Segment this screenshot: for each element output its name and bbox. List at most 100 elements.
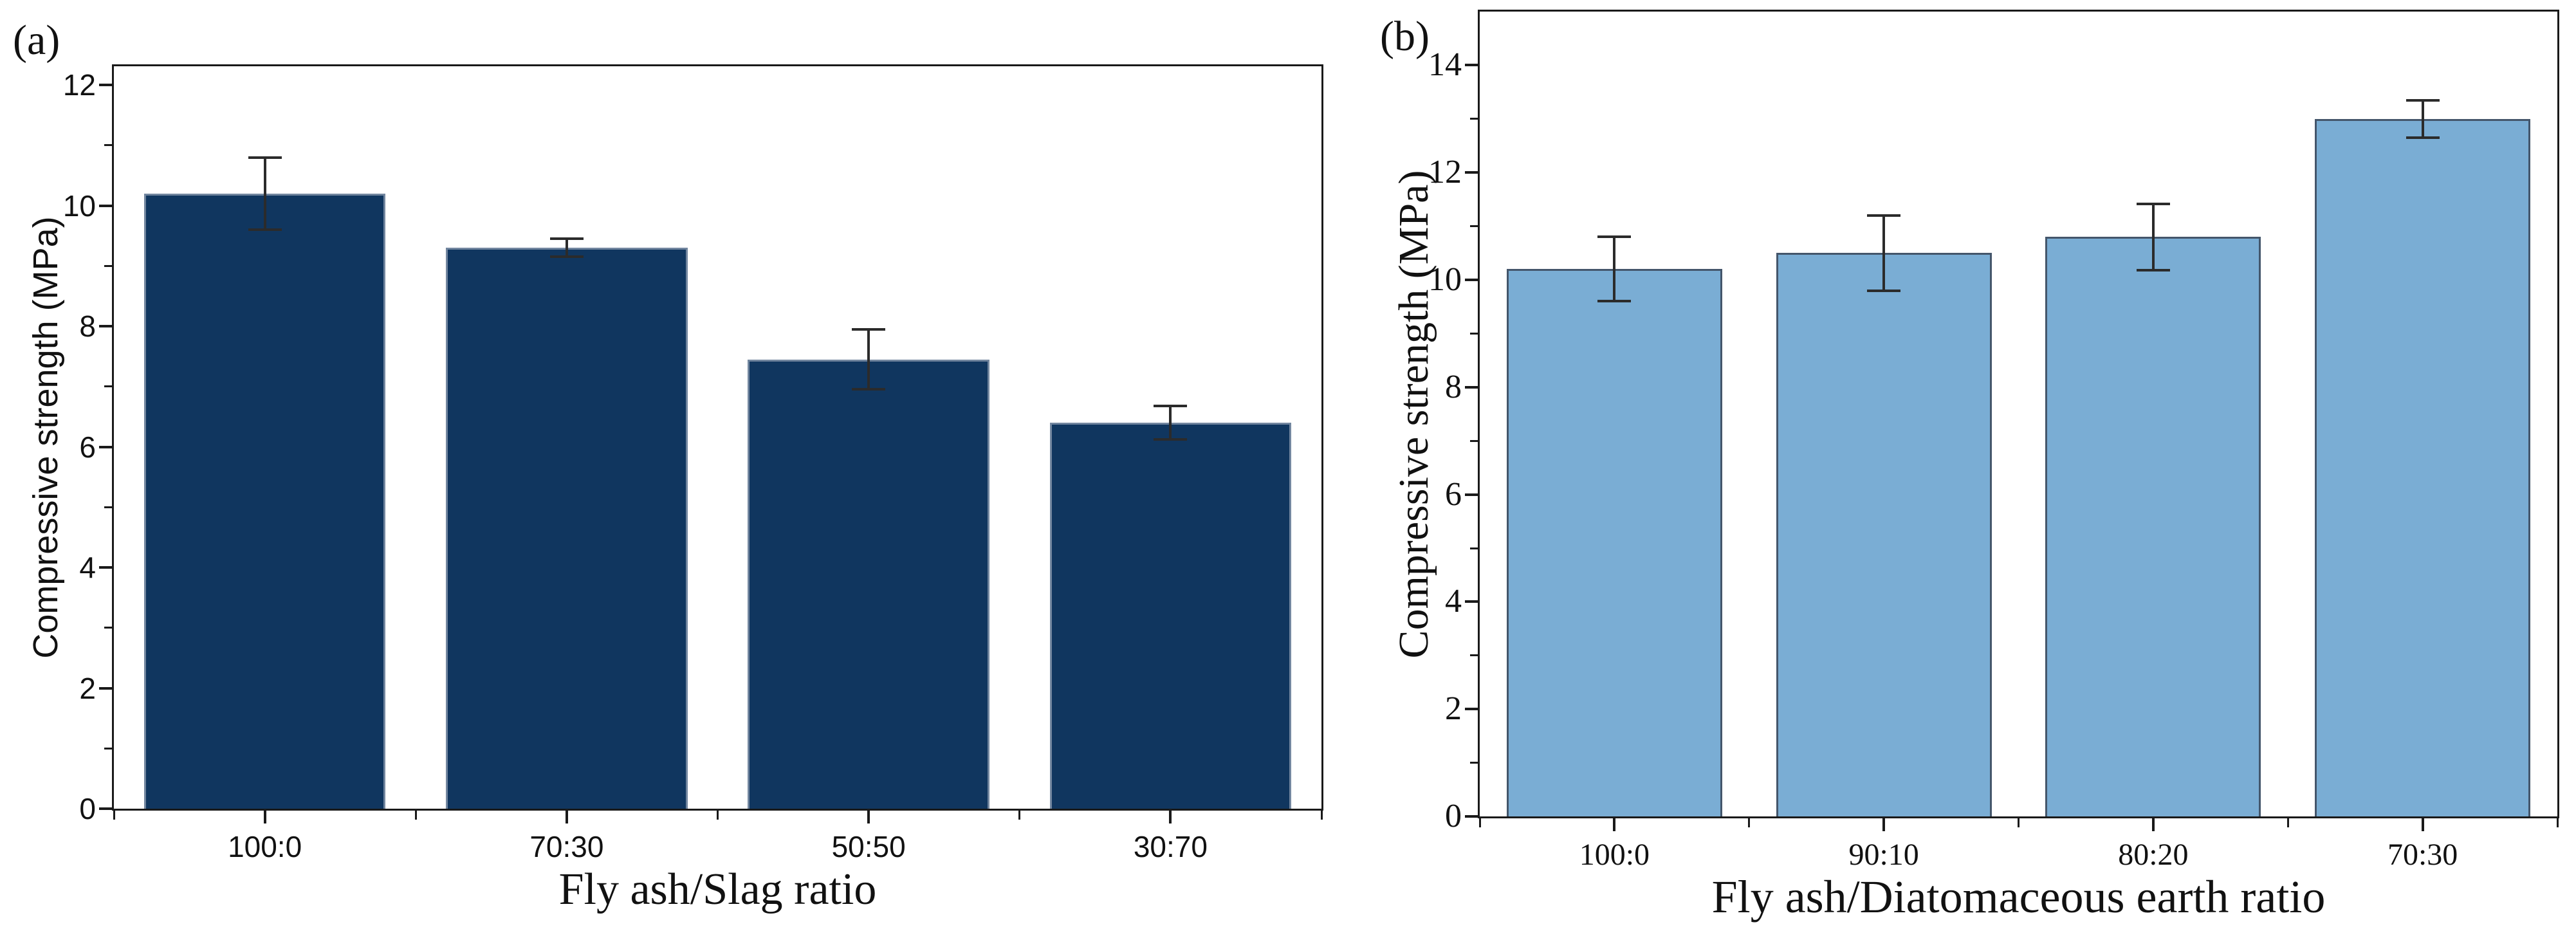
- y-major-tick: [99, 84, 112, 87]
- x-minor-tick: [113, 811, 115, 820]
- error-bar-cap: [248, 156, 282, 159]
- y-tick-label: 6: [1445, 475, 1462, 513]
- y-tick-label: 14: [1428, 46, 1462, 84]
- panel-a-plot-area: Compressive strength (MPa) Fly ash/Slag …: [26, 64, 1323, 914]
- error-bar: [1882, 215, 1886, 291]
- y-minor-tick: [104, 385, 112, 388]
- x-tick-label: 90:10: [1848, 838, 1919, 872]
- bar-70:30: [446, 248, 688, 809]
- error-bar-cap: [248, 228, 282, 232]
- error-bar-cap: [852, 327, 886, 331]
- y-tick-label: 10: [1428, 261, 1462, 298]
- x-major-tick: [263, 811, 266, 823]
- x-minor-tick: [414, 811, 417, 820]
- y-minor-tick: [1470, 439, 1478, 442]
- error-bar: [2151, 203, 2155, 270]
- x-major-tick: [565, 811, 568, 823]
- x-tick-label: 100:0: [228, 830, 302, 863]
- bar-100:0: [1506, 269, 1722, 816]
- y-tick-label: 12: [62, 68, 96, 102]
- y-tick-label: 8: [1445, 368, 1462, 405]
- error-bar-cap: [852, 388, 886, 391]
- y-tick-label: 4: [1445, 583, 1462, 620]
- x-major-tick: [2151, 818, 2155, 831]
- bar-50:50: [748, 359, 989, 809]
- y-major-tick: [99, 807, 112, 810]
- error-bar: [263, 157, 266, 230]
- y-minor-tick: [104, 747, 112, 750]
- x-major-tick: [2421, 818, 2424, 831]
- error-bar-cap: [1597, 300, 1632, 303]
- x-major-tick: [1169, 811, 1172, 823]
- x-minor-tick: [2286, 818, 2289, 827]
- error-bar: [2421, 100, 2424, 138]
- error-bar: [1169, 405, 1172, 440]
- bar-90:10: [1776, 253, 1992, 816]
- bar-70:30: [2315, 118, 2531, 816]
- y-minor-tick: [1470, 654, 1478, 657]
- x-major-tick: [1613, 818, 1616, 831]
- error-bar-cap: [2136, 202, 2170, 205]
- panel-a-letter: (a): [13, 17, 60, 64]
- y-major-tick: [1465, 708, 1478, 711]
- x-minor-tick: [1748, 818, 1751, 827]
- error-bar-cap: [549, 237, 584, 241]
- x-tick-label: 70:30: [529, 830, 604, 863]
- bar-100:0: [143, 193, 386, 809]
- panel-b-letter: (b): [1380, 13, 1430, 60]
- error-bar-cap: [2406, 136, 2440, 139]
- y-major-tick: [99, 325, 112, 328]
- y-tick-label: 2: [79, 671, 96, 705]
- error-bar: [565, 239, 568, 257]
- error-bar-cap: [1154, 438, 1188, 441]
- y-major-tick: [1465, 493, 1478, 496]
- y-major-tick: [1465, 171, 1478, 174]
- panel-b-x-axis-title: Fly ash/Diatomaceous earth ratio: [1711, 871, 2326, 923]
- y-major-tick: [99, 686, 112, 690]
- x-minor-tick: [1018, 811, 1021, 820]
- error-bar-cap: [549, 255, 584, 259]
- x-major-tick: [1882, 818, 1886, 831]
- bar-80:20: [2045, 237, 2261, 816]
- x-tick-label: 30:70: [1133, 830, 1208, 863]
- error-bar-cap: [1867, 289, 1901, 292]
- y-minor-tick: [1470, 332, 1478, 335]
- y-major-tick: [1465, 64, 1478, 67]
- y-major-tick: [1465, 279, 1478, 281]
- error-bar: [867, 329, 870, 390]
- y-minor-tick: [1470, 118, 1478, 120]
- error-bar-cap: [1597, 235, 1632, 239]
- y-minor-tick: [104, 627, 112, 629]
- x-minor-tick: [717, 811, 719, 820]
- y-tick-label: 0: [1445, 798, 1462, 834]
- y-tick-label: 4: [79, 551, 96, 585]
- y-tick-label: 10: [62, 189, 96, 223]
- error-bar-cap: [1154, 404, 1188, 407]
- x-minor-tick: [2018, 818, 2019, 827]
- y-tick-label: 0: [79, 792, 96, 825]
- y-minor-tick: [1470, 547, 1478, 549]
- y-major-tick: [99, 204, 112, 207]
- error-bar-cap: [2406, 98, 2440, 102]
- y-minor-tick: [1470, 762, 1478, 764]
- y-tick-label: 6: [79, 430, 96, 464]
- y-minor-tick: [1470, 225, 1478, 228]
- y-minor-tick: [104, 264, 112, 267]
- y-minor-tick: [104, 144, 112, 147]
- y-major-tick: [99, 566, 112, 569]
- x-tick-label: 100:0: [1579, 838, 1650, 872]
- y-minor-tick: [104, 506, 112, 508]
- error-bar: [1613, 237, 1616, 302]
- panel-b-plot-area: Compressive strength (MPa) Fly ash/Diato…: [1390, 10, 2559, 923]
- y-major-tick: [1465, 815, 1478, 818]
- y-tick-label: 8: [79, 309, 96, 344]
- error-bar-cap: [2136, 269, 2170, 271]
- y-major-tick: [1465, 600, 1478, 603]
- x-minor-tick: [1478, 818, 1481, 827]
- y-tick-label: 2: [1445, 690, 1462, 728]
- x-tick-label: 50:50: [831, 830, 906, 863]
- x-minor-tick: [1320, 811, 1323, 820]
- y-tick-label: 12: [1428, 154, 1462, 191]
- panel-a-x-axis-title: Fly ash/Slag ratio: [558, 865, 877, 914]
